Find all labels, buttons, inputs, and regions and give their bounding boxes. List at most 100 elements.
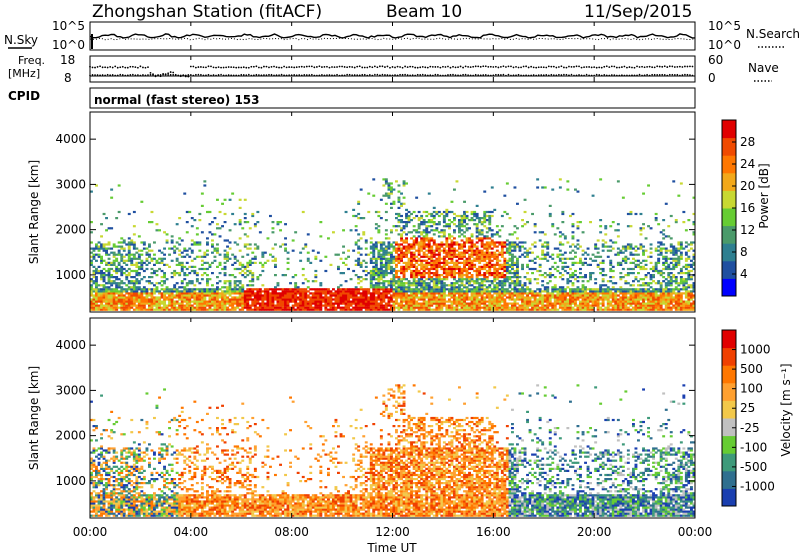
range-cell xyxy=(161,258,164,260)
nave-point xyxy=(97,74,99,76)
range-cell xyxy=(559,294,562,296)
range-cell xyxy=(98,248,101,250)
range-cell xyxy=(377,284,380,286)
range-cell xyxy=(279,294,282,296)
range-cell xyxy=(544,301,547,303)
range-cell xyxy=(453,241,456,243)
range-cell xyxy=(337,301,340,303)
range-cell xyxy=(244,307,247,309)
range-cell xyxy=(191,225,194,227)
range-cell xyxy=(398,256,401,258)
range-cell xyxy=(408,301,411,303)
freq-point xyxy=(371,66,373,68)
range-cell xyxy=(551,309,554,311)
range-cell xyxy=(413,305,416,307)
range-cell xyxy=(509,270,512,272)
range-cell xyxy=(435,264,438,266)
range-cell xyxy=(219,288,222,290)
range-cell xyxy=(143,303,146,305)
range-cell xyxy=(332,307,335,309)
range-cell xyxy=(188,280,191,282)
range-cell xyxy=(382,254,385,256)
range-cell xyxy=(405,270,408,272)
range-cell xyxy=(410,243,413,245)
range-cell xyxy=(423,307,426,309)
range-cell xyxy=(312,307,315,309)
range-cell xyxy=(496,294,499,296)
range-cell xyxy=(256,309,259,311)
range-cell xyxy=(398,290,401,292)
range-cell xyxy=(284,237,287,239)
range-cell xyxy=(108,301,111,303)
range-cell xyxy=(324,303,327,305)
range-cell xyxy=(451,276,454,278)
range-cell xyxy=(108,262,111,264)
range-cell xyxy=(471,256,474,258)
freq-point xyxy=(503,65,505,67)
range-cell xyxy=(503,301,506,303)
range-cell xyxy=(451,286,454,288)
range-cell xyxy=(458,262,461,264)
range-cell xyxy=(355,241,358,243)
range-cell xyxy=(511,294,514,296)
range-cell xyxy=(261,284,264,286)
range-cell xyxy=(214,290,217,292)
range-cell xyxy=(355,288,358,290)
nave-point xyxy=(152,74,154,76)
nave-point xyxy=(346,74,348,76)
range-cell xyxy=(128,296,131,298)
range-cell xyxy=(456,292,459,294)
range-cell xyxy=(481,290,484,292)
range-cell xyxy=(317,290,320,292)
range-cell xyxy=(151,272,154,274)
range-cell xyxy=(506,290,509,292)
range-cell xyxy=(357,252,360,254)
range-cell xyxy=(544,294,547,296)
range-cell xyxy=(309,296,312,298)
range-cell xyxy=(95,286,98,288)
range-cell xyxy=(98,270,101,272)
freq-point xyxy=(487,66,489,68)
range-cell xyxy=(350,278,353,280)
range-cell xyxy=(546,274,549,276)
range-cell xyxy=(410,272,413,274)
range-cell xyxy=(108,292,111,294)
range-cell xyxy=(143,276,146,278)
range-cell xyxy=(206,262,209,264)
range-cell xyxy=(433,215,436,217)
range-cell xyxy=(135,309,138,311)
range-cell xyxy=(214,260,217,262)
range-cell xyxy=(166,264,169,266)
range-cell xyxy=(370,296,373,298)
range-cell xyxy=(503,294,506,296)
range-cell xyxy=(370,309,373,311)
range-cell xyxy=(498,264,501,266)
range-cell xyxy=(231,264,234,266)
freq-point xyxy=(470,66,472,68)
range-cell xyxy=(534,303,537,305)
range-cell xyxy=(546,246,549,248)
range-cell xyxy=(544,254,547,256)
range-cell xyxy=(400,303,403,305)
freq-point xyxy=(533,66,535,68)
range-cell xyxy=(272,303,275,305)
range-cell xyxy=(473,286,476,288)
range-cell xyxy=(246,298,249,300)
range-cell xyxy=(403,254,406,256)
range-cell xyxy=(493,286,496,288)
range-cell xyxy=(516,276,519,278)
range-cell xyxy=(269,294,272,296)
range-cell xyxy=(398,278,401,280)
range-cell xyxy=(564,298,567,300)
range-cell xyxy=(466,211,469,213)
freq-point xyxy=(646,66,648,68)
range-cell xyxy=(574,262,577,264)
range-cell xyxy=(564,307,567,309)
range-cell xyxy=(403,225,406,227)
nave-point xyxy=(142,74,144,76)
range-cell xyxy=(493,292,496,294)
range-cell xyxy=(224,286,227,288)
range-cell xyxy=(246,303,249,305)
range-cell xyxy=(259,298,262,300)
range-cell xyxy=(546,305,549,307)
